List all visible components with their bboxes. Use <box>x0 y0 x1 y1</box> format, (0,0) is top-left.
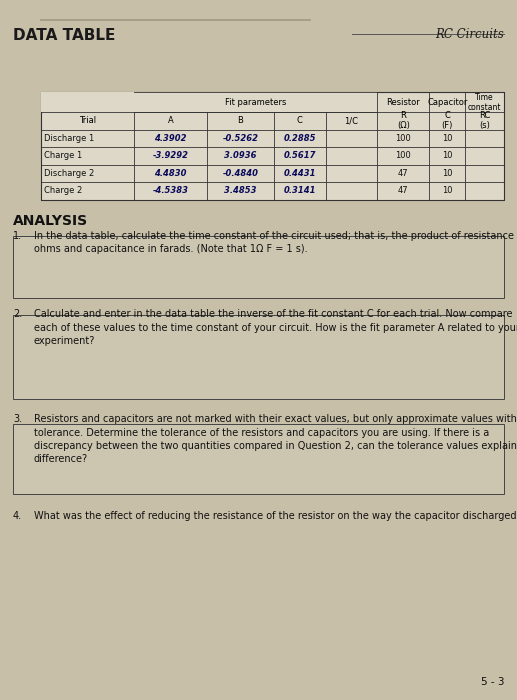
Text: C: C <box>297 116 303 125</box>
Text: Trial: Trial <box>79 116 97 125</box>
Text: 0.3141: 0.3141 <box>284 186 316 195</box>
Text: 1.: 1. <box>13 231 22 241</box>
Text: Fit parameters: Fit parameters <box>225 98 286 106</box>
Text: 47: 47 <box>398 186 408 195</box>
Text: Time
constant: Time constant <box>468 92 501 112</box>
Text: ANALYSIS: ANALYSIS <box>13 214 88 228</box>
Text: -0.5262: -0.5262 <box>222 134 258 143</box>
Text: Discharge 1: Discharge 1 <box>44 134 95 143</box>
Text: 0.4431: 0.4431 <box>284 169 316 178</box>
Text: 5 - 3: 5 - 3 <box>481 678 504 687</box>
Text: Calculate and enter in the data table the inverse of the fit constant C for each: Calculate and enter in the data table th… <box>34 309 517 346</box>
Text: -4.5383: -4.5383 <box>153 186 189 195</box>
Text: 2.: 2. <box>13 309 22 319</box>
Text: -3.9292: -3.9292 <box>153 151 189 160</box>
Bar <box>13 315 504 399</box>
Text: Charge 1: Charge 1 <box>44 151 83 160</box>
Text: R
(Ω): R (Ω) <box>397 111 409 130</box>
Text: DATA TABLE: DATA TABLE <box>13 28 115 43</box>
Text: 10: 10 <box>442 134 452 143</box>
Bar <box>41 92 134 112</box>
Text: 0.2885: 0.2885 <box>284 134 316 143</box>
Text: B: B <box>237 116 244 125</box>
Text: 10: 10 <box>442 186 452 195</box>
Text: Charge 2: Charge 2 <box>44 186 83 195</box>
Text: A: A <box>168 116 174 125</box>
Text: 0.5617: 0.5617 <box>284 151 316 160</box>
Text: 4.3902: 4.3902 <box>155 134 187 143</box>
Text: 3.0936: 3.0936 <box>224 151 256 160</box>
Bar <box>134 92 377 112</box>
Text: 47: 47 <box>398 169 408 178</box>
Text: 3.: 3. <box>13 414 22 424</box>
Text: Capacitor: Capacitor <box>427 98 467 106</box>
Bar <box>13 424 504 494</box>
Text: What was the effect of reducing the resistance of the resistor on the way the ca: What was the effect of reducing the resi… <box>34 511 517 521</box>
Bar <box>13 236 504 298</box>
Text: In the data table, calculate the time constant of the circuit used; that is, the: In the data table, calculate the time co… <box>34 231 517 254</box>
Text: 100: 100 <box>396 134 411 143</box>
Bar <box>41 92 504 200</box>
Text: RC Circuits: RC Circuits <box>435 28 504 41</box>
Text: Resistors and capacitors are not marked with their exact values, but only approx: Resistors and capacitors are not marked … <box>34 414 517 464</box>
Text: Discharge 2: Discharge 2 <box>44 169 95 178</box>
Text: 1/C: 1/C <box>344 116 359 125</box>
Text: C
(F): C (F) <box>442 111 453 130</box>
Text: -0.4840: -0.4840 <box>222 169 258 178</box>
Text: 4.: 4. <box>13 511 22 521</box>
Text: RC
(s): RC (s) <box>479 111 491 130</box>
Text: 100: 100 <box>396 151 411 160</box>
Text: 3.4853: 3.4853 <box>224 186 256 195</box>
Text: 10: 10 <box>442 151 452 160</box>
Text: Resistor: Resistor <box>386 98 420 106</box>
Text: 10: 10 <box>442 169 452 178</box>
Text: 4.4830: 4.4830 <box>155 169 187 178</box>
